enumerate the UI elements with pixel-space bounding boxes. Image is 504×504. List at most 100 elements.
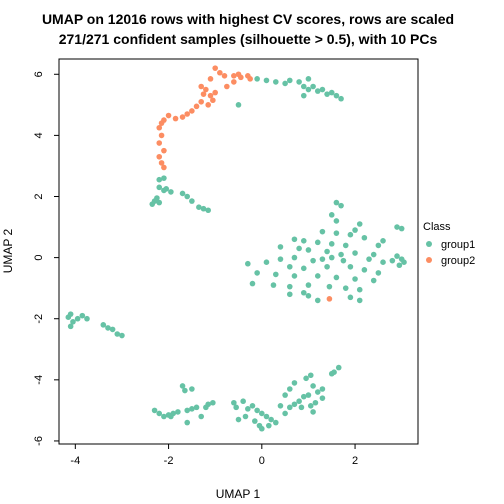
point-group1 bbox=[194, 405, 200, 411]
point-group1 bbox=[245, 261, 251, 267]
point-group1 bbox=[66, 314, 72, 320]
point-group1 bbox=[292, 236, 298, 242]
point-group1 bbox=[336, 365, 342, 371]
x-tick-label: 0 bbox=[259, 455, 265, 467]
point-group1 bbox=[156, 185, 162, 191]
y-axis-label: UMAP 2 bbox=[1, 228, 15, 273]
point-group1 bbox=[306, 76, 312, 82]
point-group1 bbox=[259, 411, 265, 417]
y-tick-label: 4 bbox=[33, 132, 45, 138]
point-group1 bbox=[334, 275, 340, 281]
point-group1 bbox=[254, 270, 260, 276]
point-group1 bbox=[156, 200, 162, 206]
data-points bbox=[66, 65, 407, 431]
point-group1 bbox=[240, 398, 246, 404]
point-group1 bbox=[110, 327, 116, 333]
point-group1 bbox=[352, 276, 358, 282]
x-axis-label: UMAP 1 bbox=[216, 487, 261, 501]
point-group1 bbox=[292, 273, 298, 279]
point-group1 bbox=[301, 238, 307, 244]
point-group1 bbox=[287, 405, 293, 411]
point-group1 bbox=[334, 93, 340, 99]
point-group1 bbox=[233, 405, 239, 411]
y-tick-label: -4 bbox=[33, 375, 45, 385]
point-group1 bbox=[119, 333, 125, 339]
point-group1 bbox=[303, 376, 309, 382]
point-group2 bbox=[238, 75, 244, 81]
point-group1 bbox=[329, 212, 335, 218]
point-group1 bbox=[292, 380, 298, 386]
point-group1 bbox=[301, 93, 307, 99]
point-group1 bbox=[343, 285, 349, 291]
point-group1 bbox=[371, 278, 377, 284]
point-group1 bbox=[278, 256, 284, 262]
point-group1 bbox=[315, 273, 321, 279]
point-group1 bbox=[168, 414, 174, 420]
point-group2 bbox=[327, 296, 333, 302]
point-group1 bbox=[308, 403, 314, 409]
x-tick-label: -2 bbox=[164, 455, 174, 467]
point-group1 bbox=[282, 392, 288, 398]
point-group1 bbox=[252, 418, 258, 424]
point-group1 bbox=[296, 79, 302, 85]
chart-title-line-1: UMAP on 12016 rows with highest CV score… bbox=[42, 11, 454, 27]
point-group1 bbox=[334, 230, 340, 236]
point-group2 bbox=[159, 133, 165, 139]
point-group1 bbox=[327, 284, 333, 290]
point-group1 bbox=[362, 267, 368, 273]
point-group1 bbox=[243, 414, 249, 420]
point-group2 bbox=[212, 90, 218, 96]
point-group1 bbox=[287, 78, 293, 84]
point-group2 bbox=[161, 148, 167, 154]
point-group1 bbox=[320, 87, 326, 93]
point-group1 bbox=[268, 417, 274, 423]
point-group1 bbox=[324, 264, 330, 270]
point-group1 bbox=[210, 400, 216, 406]
point-group1 bbox=[68, 324, 74, 330]
point-group1 bbox=[306, 247, 312, 253]
point-group1 bbox=[320, 386, 326, 392]
point-group1 bbox=[184, 194, 190, 200]
point-group1 bbox=[254, 408, 260, 414]
point-group1 bbox=[278, 403, 284, 409]
point-group1 bbox=[287, 264, 293, 270]
point-group1 bbox=[84, 316, 90, 322]
point-group1 bbox=[343, 243, 349, 249]
y-tick-label: -2 bbox=[33, 314, 45, 324]
point-group1 bbox=[271, 282, 277, 288]
point-group2 bbox=[180, 114, 186, 120]
point-group1 bbox=[306, 87, 312, 93]
point-group1 bbox=[245, 406, 251, 412]
point-group1 bbox=[313, 400, 319, 406]
point-group1 bbox=[282, 81, 288, 87]
point-group1 bbox=[397, 262, 403, 268]
point-group1 bbox=[315, 240, 321, 246]
point-group1 bbox=[161, 175, 167, 181]
point-group1 bbox=[152, 408, 158, 414]
point-group1 bbox=[180, 191, 186, 197]
point-group1 bbox=[184, 420, 190, 426]
point-group2 bbox=[156, 154, 162, 160]
point-group1 bbox=[198, 414, 204, 420]
point-group1 bbox=[301, 290, 307, 296]
point-group1 bbox=[259, 426, 265, 432]
point-group1 bbox=[273, 272, 279, 278]
point-group1 bbox=[189, 198, 195, 204]
point-group1 bbox=[376, 243, 382, 249]
point-group1 bbox=[348, 232, 354, 238]
point-group1 bbox=[341, 258, 347, 264]
point-group1 bbox=[163, 186, 169, 192]
point-group1 bbox=[292, 255, 298, 261]
y-tick-label: 0 bbox=[33, 255, 45, 261]
point-group2 bbox=[247, 76, 253, 82]
point-group2 bbox=[201, 91, 207, 97]
point-group1 bbox=[266, 423, 272, 429]
point-group1 bbox=[338, 96, 344, 102]
point-group2 bbox=[217, 70, 223, 76]
point-group2 bbox=[166, 113, 172, 119]
point-group1 bbox=[254, 76, 260, 82]
point-group2 bbox=[210, 97, 216, 103]
point-group1 bbox=[315, 389, 321, 395]
point-group1 bbox=[390, 258, 396, 264]
point-group1 bbox=[338, 203, 344, 209]
